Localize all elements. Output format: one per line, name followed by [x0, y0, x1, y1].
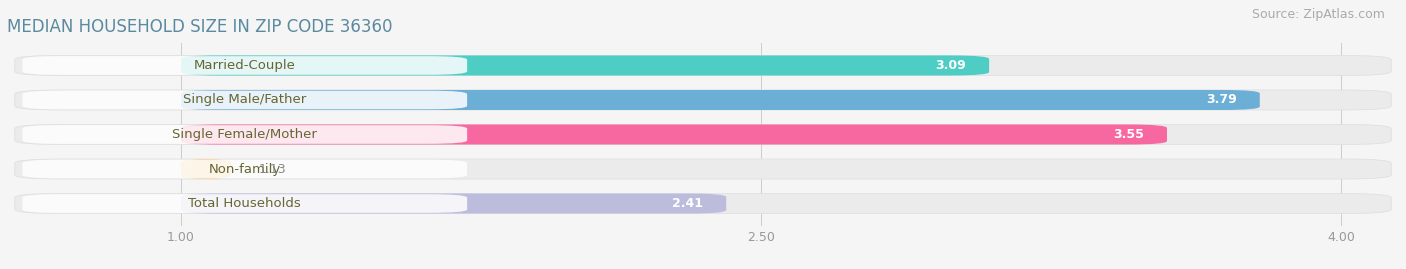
FancyBboxPatch shape	[15, 55, 1392, 76]
FancyBboxPatch shape	[181, 159, 231, 179]
Text: Married-Couple: Married-Couple	[194, 59, 295, 72]
Text: Source: ZipAtlas.com: Source: ZipAtlas.com	[1251, 8, 1385, 21]
Text: 1.13: 1.13	[259, 162, 285, 175]
FancyBboxPatch shape	[22, 160, 467, 178]
FancyBboxPatch shape	[22, 56, 467, 75]
FancyBboxPatch shape	[15, 159, 1392, 179]
FancyBboxPatch shape	[181, 90, 1260, 110]
FancyBboxPatch shape	[22, 91, 467, 109]
FancyBboxPatch shape	[181, 125, 1167, 144]
Text: MEDIAN HOUSEHOLD SIZE IN ZIP CODE 36360: MEDIAN HOUSEHOLD SIZE IN ZIP CODE 36360	[7, 18, 392, 36]
FancyBboxPatch shape	[22, 194, 467, 213]
FancyBboxPatch shape	[181, 55, 988, 76]
Text: Single Male/Father: Single Male/Father	[183, 94, 307, 107]
Text: 3.79: 3.79	[1206, 94, 1236, 107]
Text: 3.09: 3.09	[935, 59, 966, 72]
Text: Non-family: Non-family	[208, 162, 281, 175]
Text: Single Female/Mother: Single Female/Mother	[173, 128, 318, 141]
Text: 2.41: 2.41	[672, 197, 703, 210]
FancyBboxPatch shape	[22, 125, 467, 144]
FancyBboxPatch shape	[15, 193, 1392, 214]
Text: 3.55: 3.55	[1114, 128, 1143, 141]
FancyBboxPatch shape	[15, 90, 1392, 110]
FancyBboxPatch shape	[15, 125, 1392, 144]
Text: Total Households: Total Households	[188, 197, 301, 210]
FancyBboxPatch shape	[181, 193, 727, 214]
